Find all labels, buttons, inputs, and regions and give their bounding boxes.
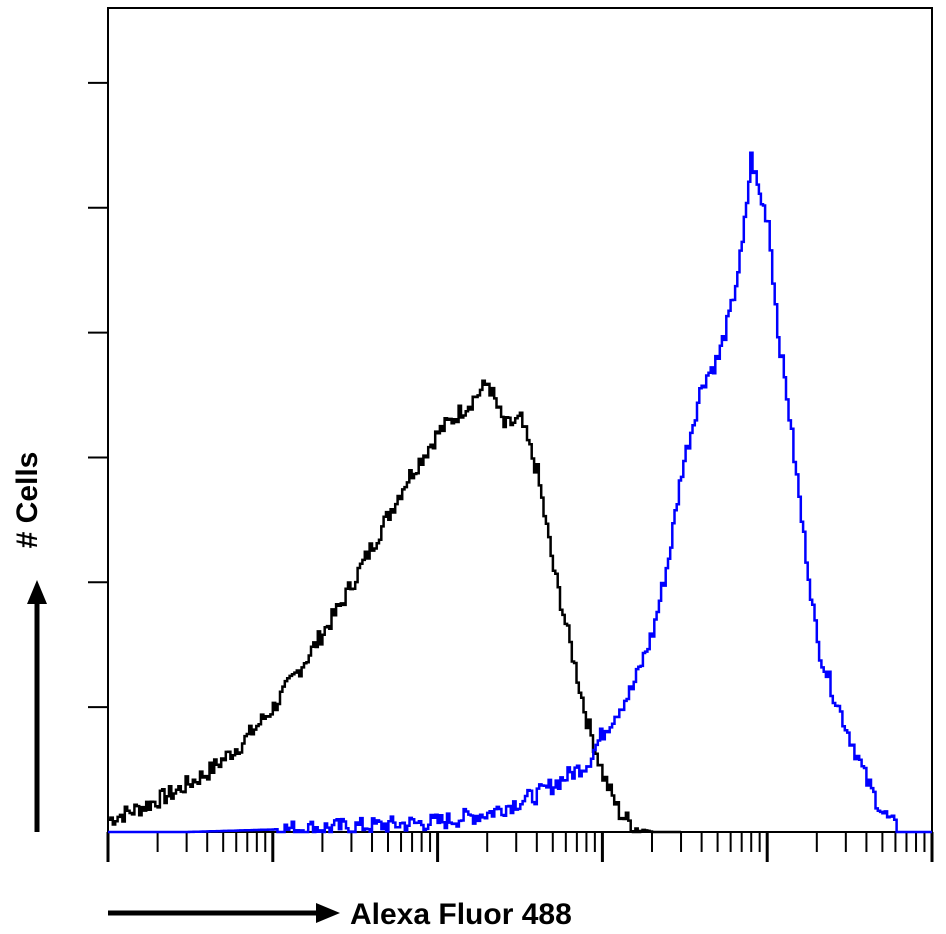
y-axis-label: # Cells <box>11 452 44 549</box>
x-axis-arrow <box>108 903 340 923</box>
series-layer <box>108 151 932 834</box>
isotype-control-histogram <box>108 379 681 834</box>
stained-sample-histogram <box>108 151 932 834</box>
plot-frame <box>107 7 933 833</box>
x-axis-label: Alexa Fluor 488 <box>350 898 572 931</box>
y-axis-arrow <box>27 580 47 832</box>
y-axis-ticks <box>88 81 108 709</box>
x-axis-ticks <box>106 832 934 862</box>
